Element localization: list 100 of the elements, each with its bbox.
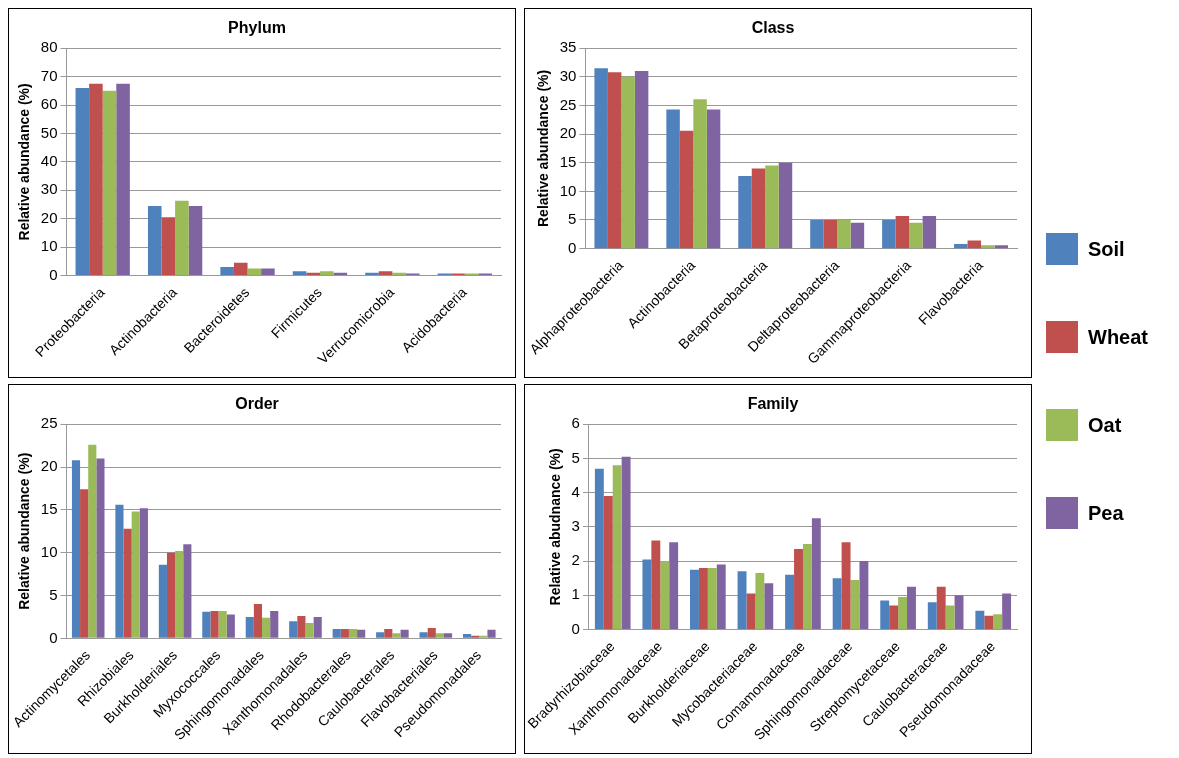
bar — [305, 622, 314, 638]
y-tick-label: 20 — [40, 457, 58, 475]
bar — [443, 633, 453, 638]
bar — [612, 465, 622, 630]
bar — [707, 567, 717, 630]
bar — [175, 200, 189, 276]
bar — [841, 542, 851, 630]
legend-label: Soil — [1088, 237, 1125, 261]
bar — [332, 628, 341, 638]
chart-title: Order — [235, 395, 279, 413]
bar — [785, 574, 795, 630]
bar — [158, 564, 167, 638]
y-tick-label: 5 — [568, 210, 577, 228]
chart-title: Family — [747, 395, 799, 413]
bar — [245, 616, 254, 638]
bar — [435, 633, 444, 638]
bar — [218, 610, 227, 638]
bar — [832, 578, 842, 630]
bar — [479, 635, 488, 638]
bar — [102, 90, 117, 276]
bar — [166, 552, 176, 638]
legend-label: Wheat — [1088, 325, 1148, 349]
bar — [693, 99, 707, 249]
bar — [737, 571, 747, 630]
bar — [471, 635, 480, 638]
bar — [378, 271, 393, 276]
y-tick-label: 70 — [40, 66, 58, 84]
y-axis-title: Relative abundance (%) — [16, 452, 33, 610]
bar — [175, 550, 184, 638]
legend-label: Pea — [1088, 501, 1124, 525]
bar — [115, 504, 124, 638]
bar — [376, 632, 385, 638]
bar — [954, 244, 968, 249]
bar — [247, 268, 262, 276]
bar — [594, 68, 608, 249]
bar — [679, 130, 694, 249]
bar — [660, 561, 670, 630]
bar — [922, 215, 937, 249]
bar — [297, 616, 306, 638]
y-tick-label: 5 — [49, 585, 58, 603]
bar — [289, 621, 298, 638]
y-axis-title: Relative abundance (%) — [535, 69, 552, 227]
y-tick-label: 5 — [571, 448, 580, 466]
legend-label: Oat — [1088, 413, 1122, 437]
bar — [116, 83, 130, 276]
y-tick-label: 0 — [49, 265, 58, 283]
bar — [706, 109, 721, 249]
bar — [270, 610, 279, 638]
bar — [850, 222, 865, 249]
bar — [357, 629, 366, 638]
bar — [811, 518, 821, 630]
bar — [427, 628, 436, 638]
bar — [889, 605, 899, 630]
y-tick-label: 0 — [568, 238, 577, 256]
bar — [603, 496, 613, 630]
y-tick-label: 50 — [40, 123, 58, 141]
bar — [340, 628, 349, 638]
y-tick-label: 1 — [571, 585, 580, 603]
bar — [226, 614, 235, 638]
bar — [895, 215, 910, 249]
bar — [642, 559, 652, 630]
bar — [80, 489, 89, 638]
bar — [907, 586, 916, 630]
bar — [400, 629, 409, 638]
y-tick-label: 80 — [40, 38, 58, 56]
bar — [802, 543, 812, 630]
bar — [993, 614, 1003, 630]
bar — [1002, 593, 1012, 630]
y-tick-label: 4 — [571, 482, 580, 500]
bar — [392, 633, 401, 638]
y-tick-label: 15 — [559, 152, 577, 170]
bar — [981, 245, 995, 249]
bar — [859, 561, 869, 630]
bar — [594, 468, 604, 630]
bar — [202, 611, 211, 638]
y-tick-label: 20 — [40, 208, 58, 226]
y-tick-label: 25 — [559, 95, 577, 113]
bar — [319, 271, 334, 276]
bar — [690, 569, 699, 630]
y-tick-label: 10 — [40, 542, 58, 560]
bar — [621, 76, 635, 249]
bar — [898, 597, 908, 630]
y-axis-title: Relative abundance (%) — [16, 83, 33, 241]
bar — [882, 220, 896, 249]
chart-title: Phylum — [228, 19, 286, 37]
bar — [131, 511, 140, 638]
bar — [607, 72, 622, 249]
chart-title: Class — [751, 19, 795, 37]
bar — [927, 602, 937, 630]
bar — [161, 217, 176, 276]
bar — [810, 220, 824, 249]
bar — [794, 549, 803, 630]
bar — [253, 604, 263, 638]
y-tick-label: 10 — [559, 181, 577, 199]
bar — [384, 628, 393, 638]
bar — [183, 544, 192, 638]
y-tick-label: 25 — [40, 414, 58, 432]
bar — [487, 629, 496, 638]
bar — [751, 168, 766, 249]
y-tick-label: 20 — [559, 124, 577, 142]
